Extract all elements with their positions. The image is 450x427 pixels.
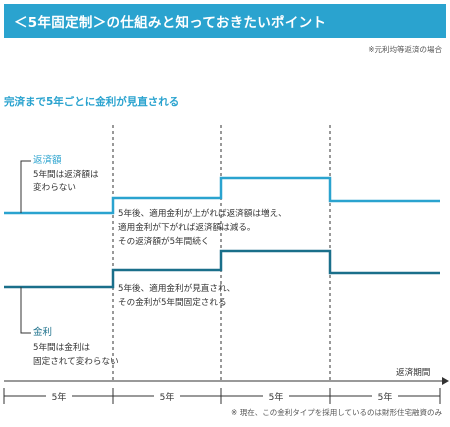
repayment-line bbox=[4, 176, 440, 215]
period-label-1: 5年 bbox=[52, 391, 67, 403]
rate-desc-line-1: 5年間は金利は bbox=[33, 343, 91, 353]
repayment-annotation-line-1: 5年後、適用金利が上がれば返済額は増え、 bbox=[118, 209, 287, 219]
rate-annotation-line-1: 5年後、適用金利が見直され、 bbox=[118, 284, 236, 294]
page-title: ＜5年固定制＞の仕組みと知っておきたいポイント bbox=[14, 15, 327, 31]
repayment-desc-line-1: 5年間は返済額は bbox=[33, 170, 99, 180]
method-note: ※元利均等返済の場合 bbox=[368, 45, 442, 54]
axis-label: 返済期間 bbox=[396, 368, 431, 378]
rate-annotation-line-2: その金利が5年間固定される bbox=[118, 298, 227, 308]
repayment-desc-line-2: 変わらない bbox=[33, 183, 76, 193]
time-axis-arrowhead bbox=[442, 377, 449, 385]
rate-line bbox=[4, 249, 440, 289]
repayment-annotation-line-3: その返済額が5年間続く bbox=[118, 237, 210, 247]
period-label-3: 5年 bbox=[269, 391, 284, 403]
repayment-label: 返済額 bbox=[33, 155, 62, 166]
rate-label-bracket bbox=[20, 287, 31, 334]
title-bar: ＜5年固定制＞の仕組みと知っておきたいポイント bbox=[4, 4, 446, 38]
repayment-annotation-line-2: 適用金利が下がれば返済額は減る。 bbox=[118, 223, 256, 233]
diagram-subtitle: 完済まで5年ごとに金利が見直される bbox=[4, 96, 180, 108]
period-label-4: 5年 bbox=[378, 391, 393, 403]
rate-desc-line-2: 固定されて変わらない bbox=[33, 357, 119, 367]
rate-label: 金利 bbox=[33, 327, 53, 338]
footnote: ※ 現在、この金利タイプを採用しているのは財形住宅融資のみ bbox=[231, 408, 442, 417]
period-label-2: 5年 bbox=[160, 391, 175, 403]
repayment-label-bracket bbox=[20, 160, 31, 213]
